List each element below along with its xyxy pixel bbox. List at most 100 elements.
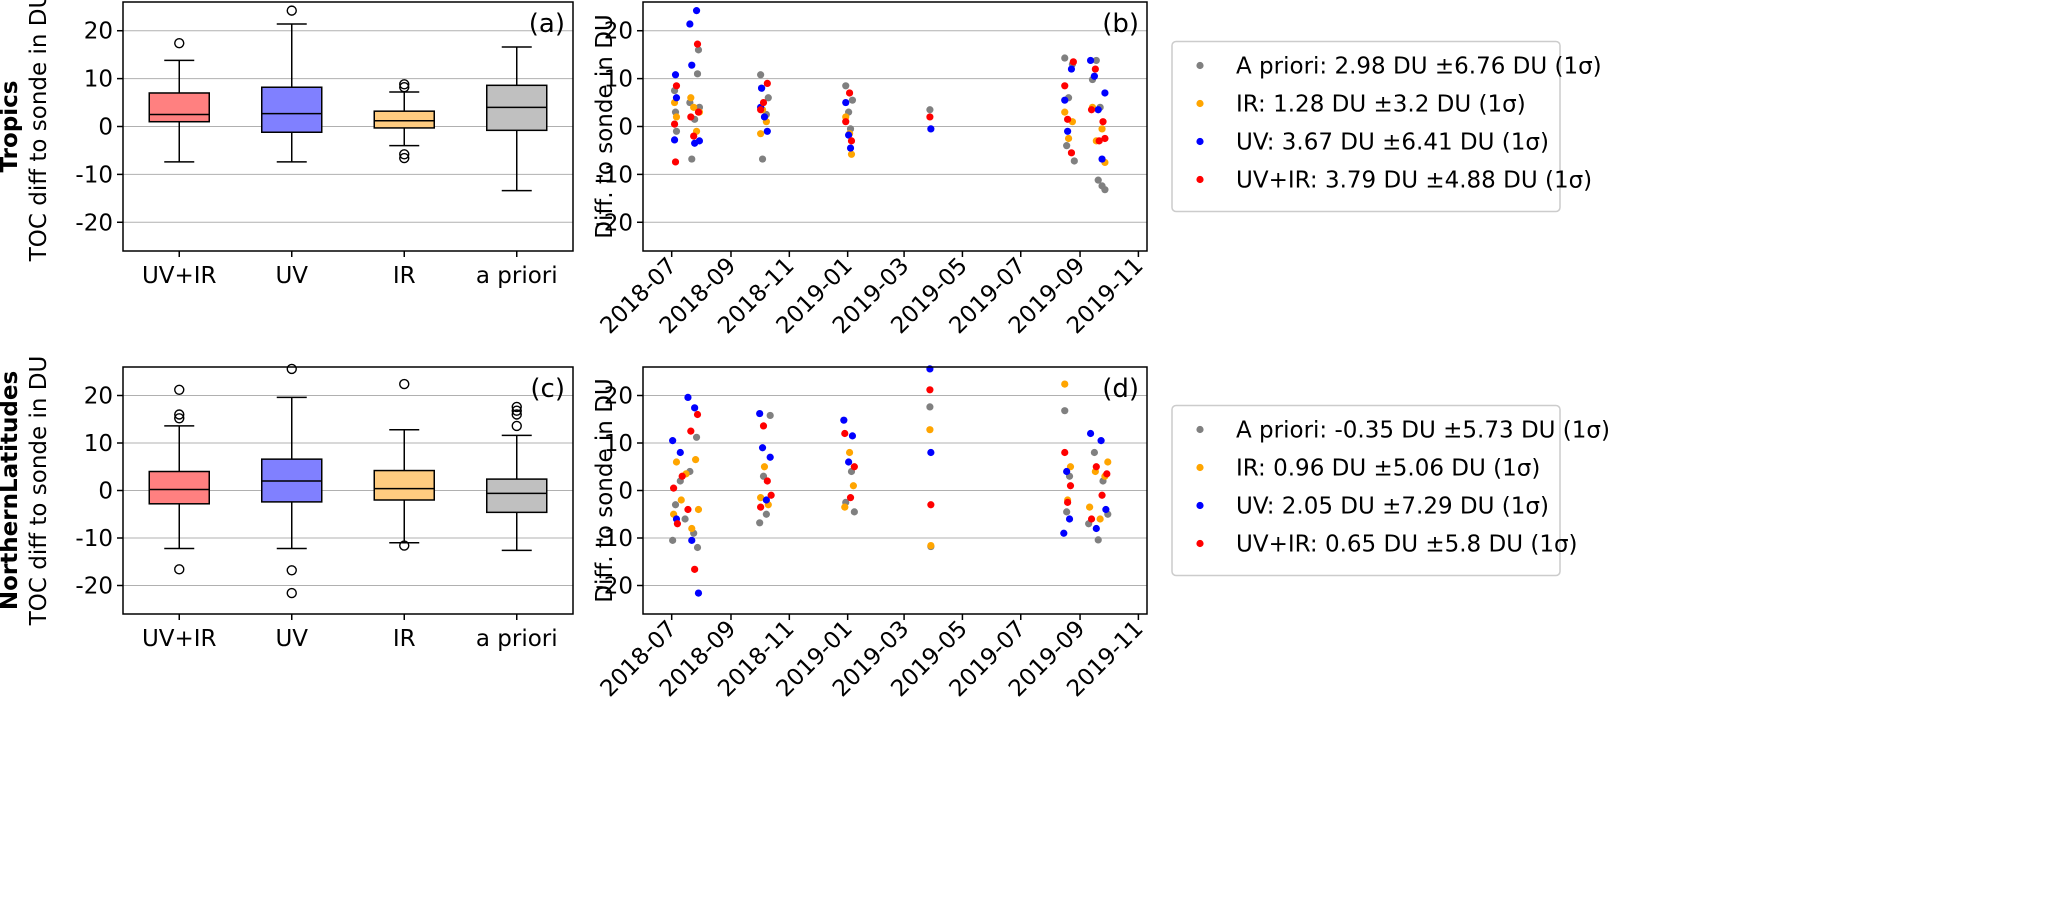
legend-marker-uv — [1196, 137, 1204, 146]
data-point-uvir — [673, 520, 682, 528]
data-point-uvir — [1066, 482, 1075, 490]
box-uv-ir — [148, 384, 210, 575]
data-point-uvir — [678, 472, 686, 480]
data-point-apriori — [672, 127, 681, 135]
data-point-apriori — [669, 536, 677, 544]
legend-label-apriori: A priori: -0.35 DU ±5.73 DU (1σ) — [1236, 418, 1610, 444]
category-label: a priori — [476, 263, 558, 289]
series-ir — [670, 94, 1109, 167]
data-point-ir — [690, 103, 698, 111]
data-point-uvir — [693, 40, 702, 48]
panel-a-ytick-label: 0 — [98, 115, 113, 141]
data-point-uv — [927, 125, 935, 133]
panel-d-ytick-label: -10 — [595, 526, 633, 552]
panel-d-ytick-label: -20 — [595, 574, 633, 600]
data-point-uvir — [926, 386, 934, 394]
data-point-uvir — [671, 158, 680, 166]
data-point-apriori — [1094, 536, 1102, 544]
panel-a: -20 -10 0 10 20 UV+IR UV IR a priori (a) TOC diff … — [0, 0, 574, 289]
category-label: IR — [393, 263, 416, 289]
data-point-uv — [671, 71, 680, 79]
outlier-point — [286, 5, 297, 16]
data-point-ir — [760, 463, 769, 471]
data-point-uv — [845, 131, 853, 139]
outlier-point — [399, 540, 410, 551]
panel-a-ytick-label: 20 — [84, 19, 113, 45]
outlier-point — [286, 363, 297, 375]
outlier-point — [174, 409, 185, 420]
data-point-uv — [692, 7, 701, 15]
panel-d: -20-10010202018-072018-092018-112019-012… — [592, 365, 1149, 702]
data-point-uvir — [1067, 149, 1076, 157]
panel-b-ytick-label: -10 — [595, 162, 633, 188]
outlier-point — [174, 564, 185, 575]
category-label: UV — [275, 626, 308, 652]
outlier-point — [399, 82, 410, 93]
data-point-uvir — [759, 422, 768, 430]
data-point-uvir — [926, 113, 934, 121]
outlier-point — [174, 37, 185, 49]
data-point-uvir — [842, 118, 850, 126]
data-point-apriori — [693, 543, 702, 552]
series-ir — [670, 380, 1112, 550]
panel-label: (c) — [530, 374, 565, 404]
y-axis-title: TOC diff to sonde in DU — [26, 356, 52, 627]
box-ir — [373, 79, 435, 164]
data-point-uv — [840, 416, 848, 424]
legend-label-ir: IR: 0.96 DU ±5.06 DU (1σ) — [1236, 456, 1540, 482]
data-point-apriori — [926, 106, 934, 114]
data-point-uv — [1063, 467, 1071, 476]
box-a-priori — [486, 46, 548, 192]
data-point-uv — [1086, 56, 1095, 65]
data-point-apriori — [1101, 186, 1109, 194]
series-uv — [669, 365, 1110, 597]
panel-d-ytick-label: 20 — [604, 384, 633, 410]
data-point-uvir — [1087, 515, 1096, 523]
data-point-uvir — [687, 427, 695, 435]
panel-d-ytick-label: 0 — [618, 479, 633, 505]
panel-c-ytick-label: -10 — [75, 526, 113, 552]
outlier-point — [511, 401, 522, 413]
data-point-uvir — [1098, 491, 1106, 499]
panel-c-frame — [122, 366, 574, 615]
data-point-apriori — [671, 501, 680, 509]
data-point-uv — [756, 409, 764, 418]
data-point-apriori — [1063, 142, 1071, 150]
data-point-apriori — [850, 508, 858, 516]
data-point-apriori — [681, 515, 689, 523]
outlier-point — [399, 79, 410, 90]
data-point-uvir — [693, 410, 702, 419]
box-body — [148, 92, 210, 123]
data-point-apriori — [1061, 54, 1069, 62]
legend-frame — [1171, 40, 1561, 213]
row-label: NorthernLatitudes — [0, 371, 23, 610]
y-axis-title: Diff. to sonde in DU — [592, 14, 618, 239]
data-point-ir — [1098, 125, 1106, 133]
panel-c: -20 -10 0 10 20 UV+IR UV IR a priori (c) TOC diff … — [0, 356, 574, 652]
box-body — [148, 470, 210, 505]
data-point-uv — [1067, 65, 1076, 73]
y-axis-title: TOC diff to sonde in DU — [26, 0, 52, 262]
box-body — [373, 110, 435, 129]
data-point-apriori — [688, 155, 696, 163]
outlier-point — [511, 405, 522, 416]
legend-marker-ir — [1196, 463, 1204, 472]
data-point-uvir — [757, 503, 765, 511]
data-point-uv — [766, 453, 774, 461]
data-point-uvir — [1064, 498, 1072, 506]
panel-b-ytick-label: 10 — [604, 67, 633, 93]
panel-label: (d) — [1102, 374, 1139, 404]
data-point-uvir — [684, 505, 692, 514]
panel-a-ytick-label: -20 — [75, 210, 113, 236]
outlier-point — [399, 378, 410, 390]
data-point-uv — [686, 20, 694, 28]
legend-marker-apriori — [1196, 61, 1204, 70]
box-uv — [261, 5, 323, 163]
data-point-apriori — [757, 71, 765, 79]
legend-b: A priori: 2.98 DU ±6.76 DU (1σ) IR: 1.28 … — [1171, 40, 1602, 213]
data-point-apriori — [1063, 508, 1071, 516]
data-point-uvir — [763, 477, 771, 485]
data-point-uv — [758, 444, 767, 452]
data-point-uvir — [767, 491, 775, 499]
data-point-apriori — [694, 46, 703, 54]
